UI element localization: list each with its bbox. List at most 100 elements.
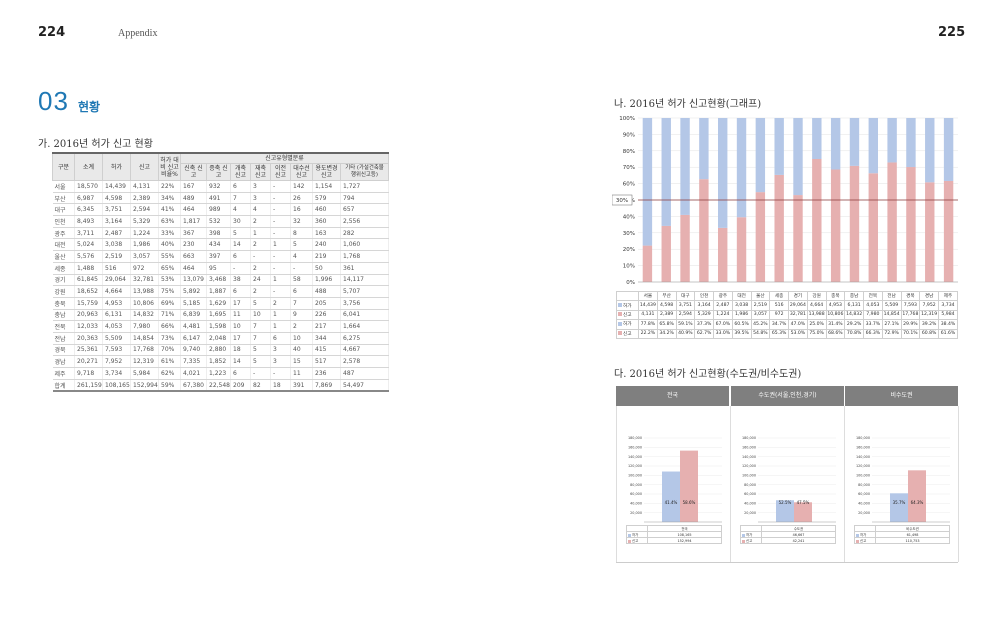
table-cell: - (270, 262, 291, 275)
table-cell: 4,598 (102, 192, 131, 205)
table-cell: 경기 (788, 290, 808, 302)
table-cell: 1,224 (713, 309, 733, 321)
table-row: 대구 6,345 3,751 2,594 41% 464 989 4 4-16 460 657 (52, 203, 390, 217)
table-cell: 3,734 (102, 367, 131, 380)
col-total: 소계 (74, 152, 103, 181)
table-cell: 1,224 (130, 227, 159, 240)
bar-permit (774, 118, 784, 175)
chart-nation: 20,000 40,000 60,000 80,000 100,000 120,000 14… (628, 436, 722, 523)
table-cell: 20,271 (74, 355, 103, 368)
table-cell: - (270, 180, 291, 193)
y-tick-label: 0% (626, 280, 635, 286)
table-cell: - (270, 285, 291, 298)
bar-permit (662, 471, 680, 522)
table-cell: 3,734 (938, 300, 958, 311)
table-cell: 2,594 (130, 203, 159, 217)
table-cell: 29.2% (844, 319, 864, 330)
panel-capital (730, 406, 844, 562)
table-cell: 95 (206, 262, 231, 275)
table-cell: 464 (180, 203, 207, 217)
table-cell: - (270, 203, 291, 217)
table-cell: 7 (230, 192, 251, 205)
table-cell: 41% (158, 203, 181, 217)
table-cell: 32,781 (788, 309, 808, 321)
table-cell: 663 (180, 250, 207, 263)
table-cell: 63% (158, 215, 181, 228)
table-cell: 45.2% (750, 319, 771, 330)
bar-report (812, 159, 822, 282)
table-row: 강원 18,652 4,664 13,988 75% 5,892 1,887 6 2-6 488 5… (52, 285, 390, 298)
table-cell: 37.3% (694, 319, 714, 330)
table-cell: 487 (340, 367, 390, 380)
table-cell: 6 (270, 332, 291, 345)
table-cell: 7 (290, 297, 313, 310)
table-cell: - (290, 262, 313, 275)
bar-permit (925, 118, 935, 183)
table-cell: 6,131 (102, 309, 131, 322)
legend-swatch (618, 303, 622, 308)
report-pct-row: 신고 22.2% 34.2% 40.9% 62.7% 33.0% 39.5% 54.8% 65.… (616, 328, 958, 339)
table-cell: 1 (270, 320, 291, 333)
table-cell: 2,880 (206, 344, 231, 357)
y-tick-label: 40% (623, 214, 635, 220)
table-cell: 68.6% (825, 328, 846, 339)
table-cell: 5,984 (938, 309, 958, 321)
row-header (616, 290, 639, 302)
table-cell: 34.2% (656, 328, 677, 339)
table-row: 세종 1,488 516 972 65% 464 95-2- -50 361 (52, 262, 390, 275)
table-cell: 7,593 (900, 300, 921, 311)
table-cell: 6,147 (180, 332, 207, 345)
bar-report (680, 450, 698, 522)
bar-report (906, 167, 916, 282)
table-row: 광주 3,711 2,487 1,224 33% 367 398 5 1-8 163 282 (52, 227, 390, 240)
table-cell: 14,439 (638, 300, 658, 311)
table-cell: 30 (230, 215, 251, 228)
data-label: 58.6% (683, 500, 696, 505)
table-cell: 219 (312, 250, 341, 263)
table-cell: 17 (230, 332, 251, 345)
row-label: 인천 (52, 215, 75, 228)
table-cell: 5 (250, 344, 271, 357)
permit-pct-row: 허가 77.8% 65.8% 59.1% 37.3% 67.0% 60.5% 45.2% 34.… (616, 319, 958, 330)
table-cell: 516 (102, 262, 131, 275)
table-cell: - (230, 262, 251, 275)
table-cell: 167 (180, 180, 207, 193)
table-cell: 58 (290, 274, 313, 287)
table-cell: 33.0% (713, 328, 733, 339)
table-cell: 657 (340, 203, 390, 217)
reference-label-box (612, 194, 633, 206)
table-cell: 75% (158, 285, 181, 298)
table-cell: 1 (250, 227, 271, 240)
table-cell: 4,667 (340, 344, 390, 357)
table-cell: 25.0% (806, 319, 827, 330)
row-header: 신고 (626, 537, 648, 544)
panel-nation (616, 406, 730, 562)
col-group: 신고유형별분류 (179, 152, 390, 164)
row-label: 전북 (52, 320, 75, 333)
legend-swatch (618, 321, 622, 326)
table-cell: - (250, 250, 271, 263)
y-tick-label: 100,000 (742, 474, 756, 478)
table-cell: 대전 (731, 290, 752, 302)
panel-noncapital (844, 406, 959, 562)
panel-title-capital: 수도권(서울,인천,경기) (730, 386, 844, 406)
table-cell: 5 (250, 355, 271, 368)
table-cell: 236 (312, 367, 341, 380)
table-cell: 18 (230, 344, 251, 357)
table-cell: 12,319 (130, 355, 159, 368)
col-reno: 개축 신고 (230, 163, 251, 181)
table-cell: 4,953 (102, 297, 131, 310)
table-cell: 3,711 (74, 227, 103, 240)
table-cell: 77.8% (638, 319, 658, 330)
col-new: 신축 신고 (180, 163, 207, 181)
table-cell: 3,468 (206, 274, 231, 287)
table-cell: 5,509 (102, 332, 131, 345)
legend-swatch (742, 539, 745, 543)
row-header-label: 허가 (623, 303, 632, 309)
table-cell: 7 (250, 320, 271, 333)
table-cell: 4,053 (102, 320, 131, 333)
table-cell: 32,781 (130, 274, 159, 287)
table-cell: 6 (230, 285, 251, 298)
table-cell: 391 (290, 378, 313, 393)
table-cell: 3,057 (750, 309, 771, 321)
